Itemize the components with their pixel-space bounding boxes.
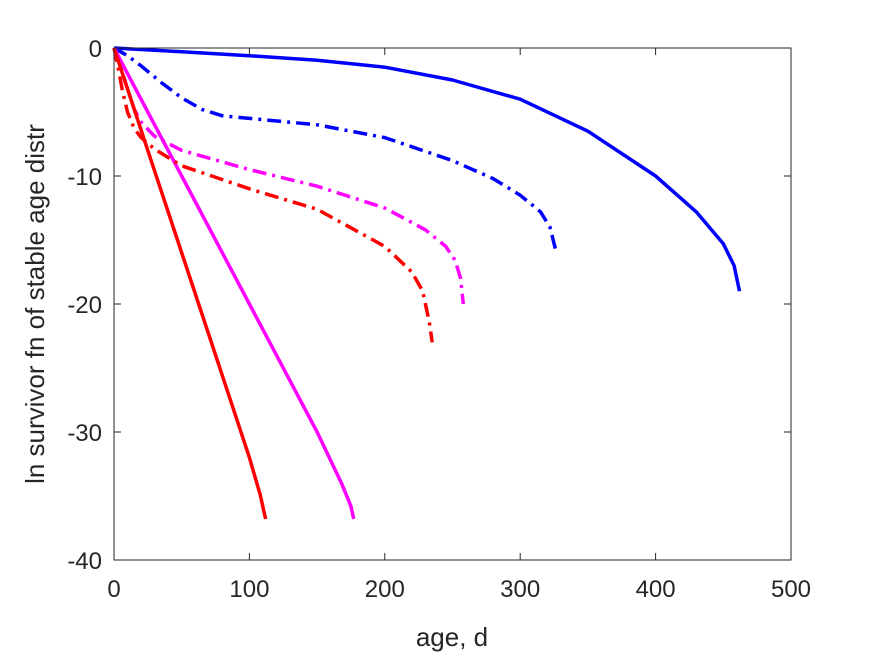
x-axis-label: age, d	[416, 622, 488, 652]
x-tick-label: 100	[229, 576, 269, 603]
x-tick-label: 400	[636, 576, 676, 603]
x-tick-label: 0	[107, 576, 120, 603]
y-tick-label: 0	[89, 36, 102, 63]
y-tick-label: -40	[67, 548, 102, 575]
series-line-3	[112, 47, 356, 520]
y-axis-label: ln survivor fn of stable age distr	[20, 124, 50, 484]
series-layer	[112, 46, 742, 520]
series-line-1	[113, 46, 742, 292]
y-tick-label: -20	[67, 292, 102, 319]
y-tick-label: -10	[67, 164, 102, 191]
series-line-6	[112, 47, 434, 343]
tick-layer: 0 100 200 300 400 500 0 -10 -20 -30 -40	[67, 36, 811, 603]
x-tick-label: 300	[500, 576, 540, 603]
y-tick-label: -30	[67, 420, 102, 447]
x-tick-label: 200	[365, 576, 405, 603]
series-line-5	[112, 47, 268, 520]
x-tick-label: 500	[771, 576, 811, 603]
